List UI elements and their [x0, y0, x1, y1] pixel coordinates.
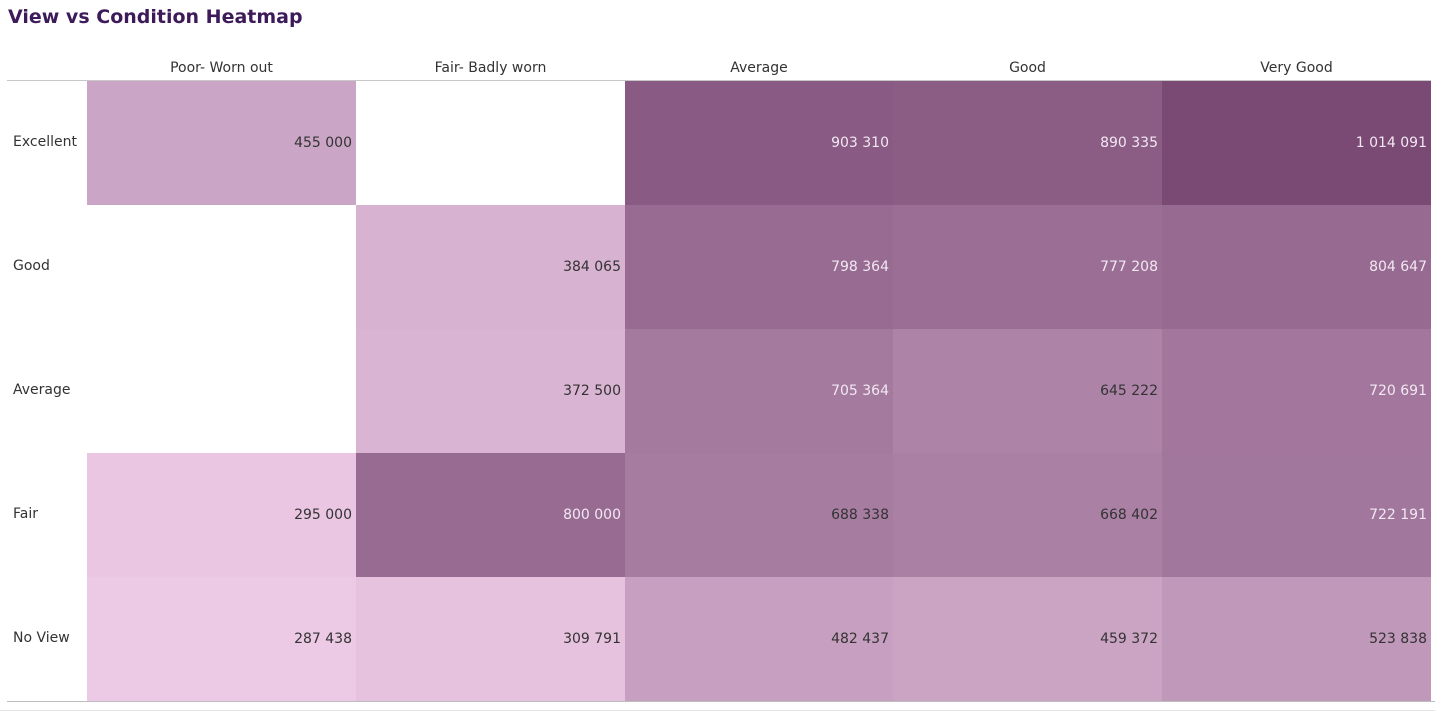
bottom-divider	[7, 701, 1435, 702]
heatmap-cell: 720 691	[1162, 329, 1431, 453]
heatmap-cell: 903 310	[625, 81, 893, 205]
row-label: Good	[13, 258, 50, 274]
heatmap-cell: 372 500	[356, 329, 625, 453]
column-header: Poor- Worn out	[170, 60, 273, 76]
heatmap-cell: 1 014 091	[1162, 81, 1431, 205]
heatmap-cell: 287 438	[87, 577, 356, 701]
heatmap-cell: 295 000	[87, 453, 356, 577]
heatmap-cell: 798 364	[625, 205, 893, 329]
header-divider	[7, 80, 1431, 81]
row-label: Average	[13, 382, 71, 398]
row-label: Fair	[13, 506, 38, 522]
heatmap-cell: 804 647	[1162, 205, 1431, 329]
column-header: Good	[1009, 60, 1046, 76]
heatmap-cell: 890 335	[893, 81, 1162, 205]
heatmap-cell: 645 222	[893, 329, 1162, 453]
column-header: Very Good	[1260, 60, 1333, 76]
heatmap-cell: 523 838	[1162, 577, 1431, 701]
row-label: No View	[13, 630, 70, 646]
heatmap-cell: 482 437	[625, 577, 893, 701]
heatmap-cell: 722 191	[1162, 453, 1431, 577]
heatmap-cell: 384 065	[356, 205, 625, 329]
heatmap-cell: 459 372	[893, 577, 1162, 701]
column-header: Fair- Badly worn	[434, 60, 547, 76]
footer-divider	[0, 710, 1435, 711]
row-label: Excellent	[13, 134, 77, 150]
heatmap-cell: 688 338	[625, 453, 893, 577]
heatmap-cell: 455 000	[87, 81, 356, 205]
heatmap-cell: 705 364	[625, 329, 893, 453]
heatmap-cell: 777 208	[893, 205, 1162, 329]
column-header: Average	[730, 60, 788, 76]
heatmap-cell: 800 000	[356, 453, 625, 577]
chart-title: View vs Condition Heatmap	[8, 6, 303, 28]
heatmap-cell: 668 402	[893, 453, 1162, 577]
heatmap-cell: 309 791	[356, 577, 625, 701]
